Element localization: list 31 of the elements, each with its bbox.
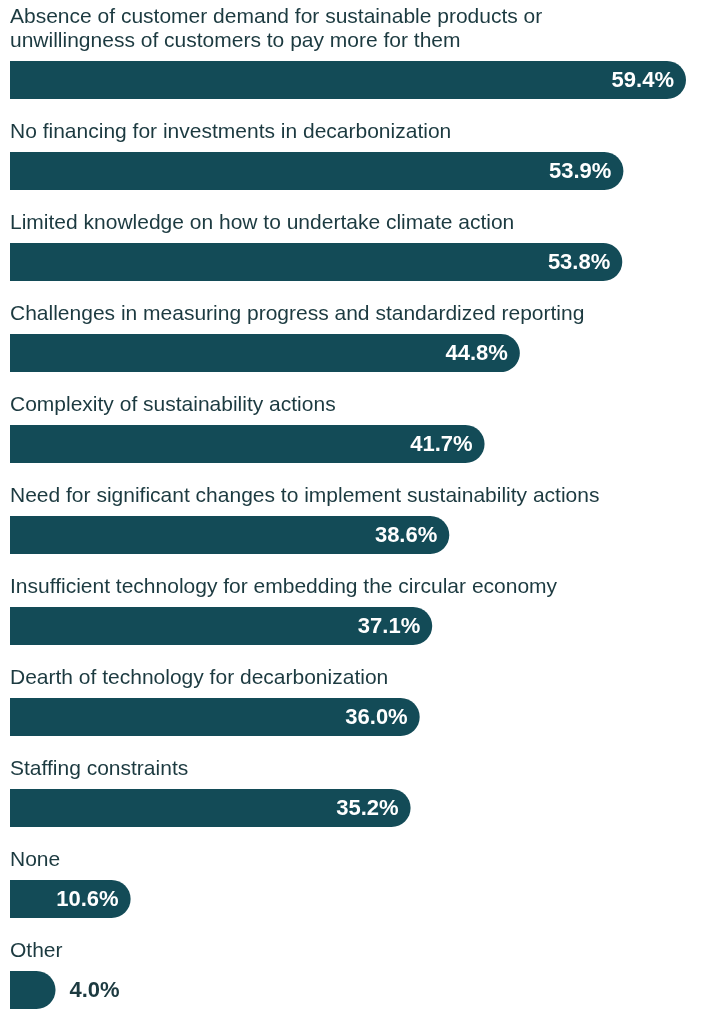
y-tick-label: Complexity of sustainability actions: [10, 392, 336, 415]
y-tick-label: No financing for investments in decarbonization: [10, 119, 452, 142]
data-label: 53.9%: [549, 158, 612, 183]
data-label: 38.6%: [374, 522, 438, 547]
bar: [10, 789, 411, 827]
y-tick-label: Dearth of technology for decarbonization: [10, 665, 389, 688]
y-tick-label: Limited knowledge on how to undertake climate action: [10, 210, 515, 233]
bar: [10, 516, 450, 554]
bar: [10, 243, 623, 281]
y-tick-label: Challenges in measuring progress and standardized reporting: [10, 301, 585, 324]
y-tick-label: Staffing constraints: [10, 756, 189, 779]
y-tick-label: Absence of customer demand for sustainable products or unwillingness of customers to pay more for them: [10, 4, 543, 51]
bar: [10, 607, 433, 645]
bar: [10, 425, 485, 463]
data-label: 53.8%: [547, 249, 611, 274]
data-label: 35.2%: [336, 795, 399, 820]
bar: [10, 61, 686, 99]
data-label: 59.4%: [611, 67, 674, 92]
data-label: 37.1%: [357, 613, 421, 638]
y-tick-label: Insufficient technology for embedding the circular economy: [10, 574, 558, 597]
bar: [10, 334, 520, 372]
y-tick-label: Need for significant changes to implement sustainability actions: [10, 483, 600, 506]
y-tick-label: None: [10, 847, 61, 870]
bar: [10, 152, 624, 190]
data-label: 44.8%: [445, 340, 508, 365]
data-label: 4.0%: [69, 977, 120, 1002]
y-tick-label: Other: [10, 938, 63, 961]
data-label: 41.7%: [410, 431, 473, 456]
bar: [10, 698, 420, 736]
data-label: 36.0%: [345, 704, 408, 729]
data-label: 10.6%: [56, 886, 119, 911]
